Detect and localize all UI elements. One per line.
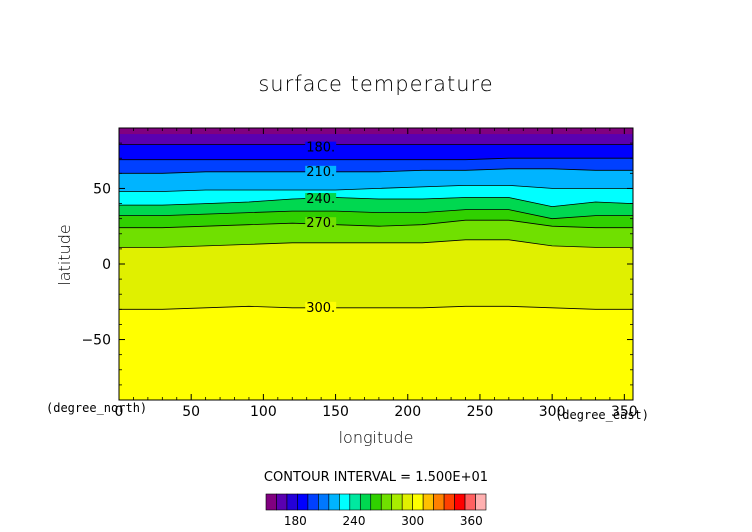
x-tick-label: 100: [250, 404, 277, 420]
colorbar-label: 180: [284, 514, 307, 528]
fill-band-polar: [119, 128, 633, 135]
contour-285: [119, 239, 633, 248]
colorbar-swatch: [391, 493, 403, 511]
x-tick-label: 0: [115, 404, 124, 420]
colorbar-swatch: [401, 493, 413, 511]
x-tick-label: 200: [394, 404, 421, 420]
colorbar-swatch: [307, 493, 319, 511]
colorbar-swatch: [464, 493, 476, 511]
colorbar-swatch: [349, 493, 361, 511]
fill-band-8: [118, 239, 634, 310]
colorbar-swatch: [370, 493, 382, 511]
colorbar-swatch: [454, 493, 466, 511]
contour-210: [119, 168, 633, 174]
y-tick-label: 50: [93, 181, 111, 197]
contour-labels: 180. 210. 240. 270. 300.: [305, 141, 337, 316]
contour-270: [119, 219, 633, 229]
chart-title: surface temperature: [258, 72, 493, 96]
contour-label-300: 300.: [306, 301, 335, 316]
colorbar-label: 360: [460, 514, 483, 528]
contour-label-210: 210.: [306, 165, 335, 180]
contour-240: [119, 197, 634, 208]
fill-band-9: [118, 306, 634, 401]
contour-label-270: 270.: [306, 216, 335, 231]
y-tick-label: 0: [102, 257, 111, 273]
contour-label-240: 240.: [306, 192, 335, 207]
colorbar-swatch: [443, 493, 455, 511]
colorbar-swatch: [318, 493, 330, 511]
x-tick-label: 350: [611, 404, 638, 420]
x-axis-label: longitude: [339, 428, 414, 447]
plot-area: 180. 210. 240. 270. 300.: [118, 127, 634, 401]
x-axis: 0 50 100 150 200 250 300 350: [115, 128, 638, 420]
y-axis-label: latitude: [55, 224, 74, 285]
colorbar-label: 240: [343, 514, 366, 528]
contour-225: [119, 185, 633, 192]
x-tick-label: 250: [467, 404, 494, 420]
colorbar-swatch: [412, 493, 424, 511]
contour-lines: [119, 144, 634, 310]
x-tick-label: 150: [322, 404, 349, 420]
y-tick-label: −50: [81, 333, 111, 349]
colorbar-swatch: [297, 493, 309, 511]
contour-label-180: 180.: [306, 141, 335, 156]
y-unit-label: (degree_north): [46, 401, 147, 415]
colorbar-swatch: [328, 493, 340, 511]
colorbar-swatch: [276, 493, 288, 511]
temperature-fill-bands: [118, 127, 634, 401]
colorbar-swatch: [475, 493, 487, 511]
contour-255: [119, 209, 633, 220]
x-tick-label: 300: [539, 404, 566, 420]
contour-interval-note: CONTOUR INTERVAL = 1.500E+01: [264, 470, 488, 485]
colorbar-label: 300: [401, 514, 424, 528]
x-tick-label: 50: [182, 404, 200, 420]
fill-band-1: [118, 144, 634, 160]
colorbar-swatch: [286, 493, 298, 511]
colorbar-swatch: [265, 493, 277, 511]
colorbar-swatch: [359, 493, 372, 511]
colorbar-swatch: [380, 493, 393, 511]
colorbar: 180 240 300 360: [265, 493, 487, 528]
contour-300: [119, 305, 633, 310]
colorbar-swatch: [433, 493, 445, 511]
colorbar-swatch: [422, 493, 434, 511]
contour-195: [119, 157, 633, 161]
x-unit-label: (degree_east): [555, 408, 649, 422]
colorbar-swatch: [339, 493, 351, 511]
y-axis: −50 0 50: [81, 142, 633, 386]
